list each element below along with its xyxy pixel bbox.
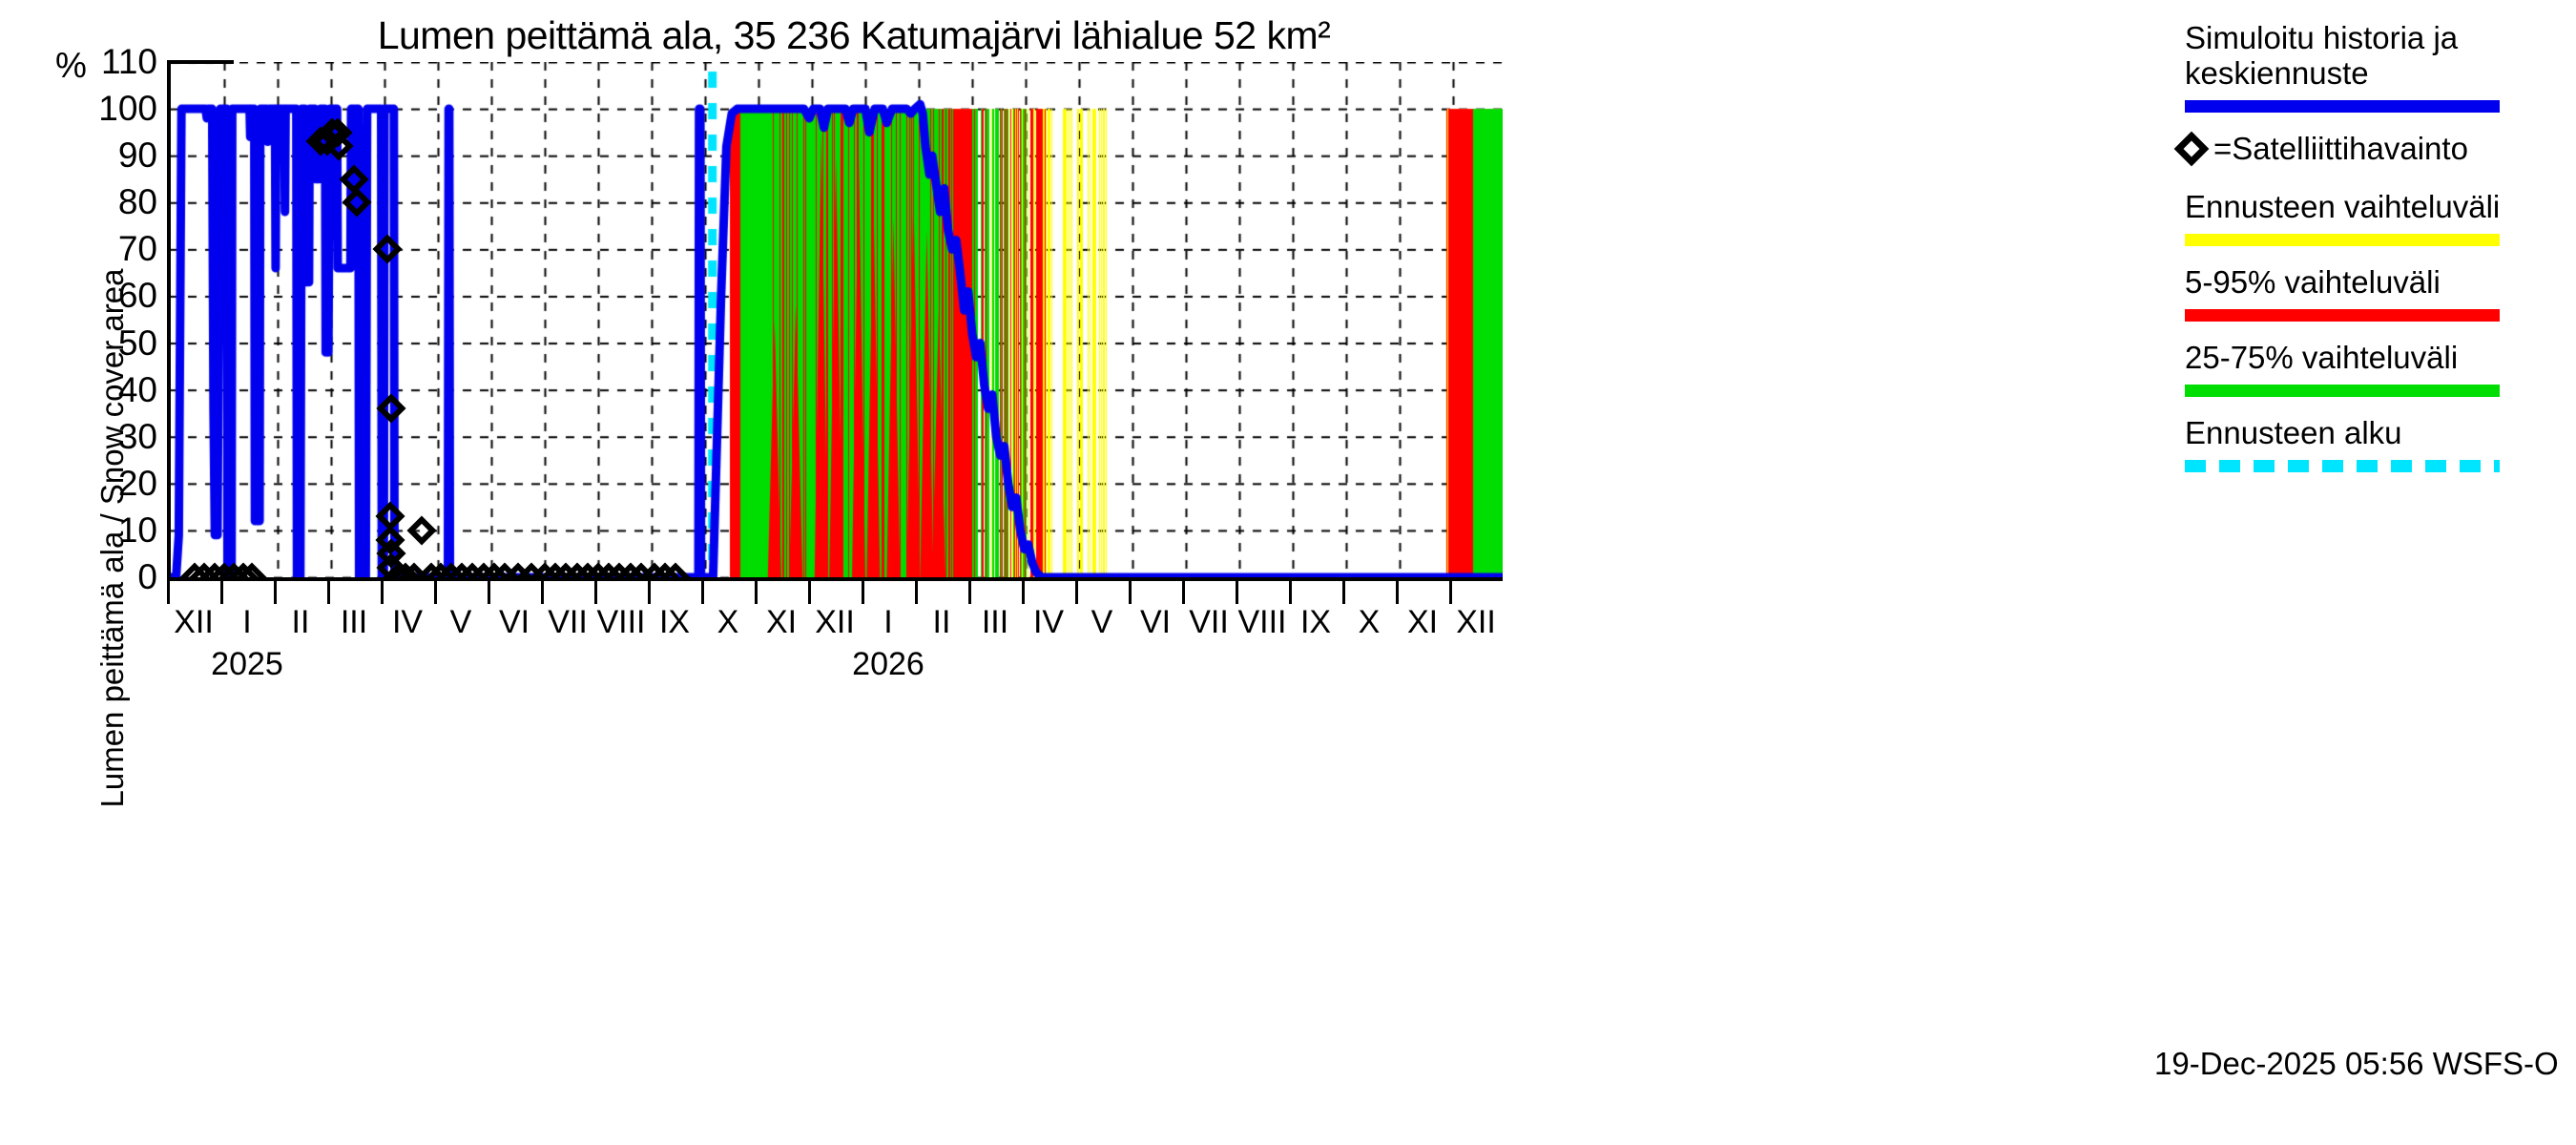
legend-p25-75-label: 25-75% vaihteluväli <box>2185 339 2459 375</box>
x-tick-label: IX <box>1299 604 1332 640</box>
legend-item-forecast-start: Ennusteen alku <box>2185 414 2566 472</box>
x-tick-label: X <box>1358 604 1381 640</box>
x-tick-label: I <box>242 604 252 640</box>
x-tick-label: XII <box>1456 604 1496 640</box>
x-tick-label: IV <box>391 604 424 640</box>
x-tick-mark <box>1182 577 1185 604</box>
legend-mean-swatch <box>2185 99 2500 113</box>
x-tick-mark <box>1075 577 1078 604</box>
legend-item-satellite: =Satelliittihavainto <box>2173 130 2566 167</box>
x-tick-label: II <box>932 604 951 640</box>
legend-range-swatch <box>2185 233 2500 246</box>
x-axis-year-label: 2025 <box>211 646 283 682</box>
x-tick-mark <box>167 577 170 604</box>
x-tick-mark <box>862 577 864 604</box>
legend-mean-label-line1: Simuloitu historia ja <box>2185 20 2459 55</box>
y-tick-label: 100 <box>98 89 157 129</box>
y-tick-label: 10 <box>117 510 157 550</box>
y-tick-label: 30 <box>117 416 157 456</box>
x-tick-label: X <box>717 604 739 640</box>
legend-p5-95-swatch <box>2185 308 2500 322</box>
x-tick-label: VIII <box>1237 604 1287 640</box>
x-tick-label: VII <box>548 604 588 640</box>
x-tick-label: XII <box>815 604 855 640</box>
x-tick-label: XI <box>765 604 798 640</box>
legend-range-label: Ennusteen vaihteluväli <box>2185 188 2501 224</box>
y-tick-label: 70 <box>117 229 157 269</box>
x-tick-mark <box>381 577 384 604</box>
y-tick-label: 110 <box>101 42 157 81</box>
x-tick-mark <box>1449 577 1452 604</box>
legend-item-range: Ennusteen vaihteluväli <box>2185 188 2566 246</box>
legend-p25-75-swatch <box>2185 384 2500 397</box>
x-tick-label: VI <box>1139 604 1172 640</box>
footer-timestamp: 19-Dec-2025 05:56 WSFS-O <box>2154 1046 2559 1081</box>
y-tick-label: 40 <box>117 369 157 409</box>
x-tick-mark <box>968 577 971 604</box>
x-tick-mark <box>541 577 544 604</box>
legend-item-p5-95: 5-95% vaihteluväli <box>2185 263 2566 322</box>
y-axis-ticks: 0 10 20 30 40 50 60 70 80 90 100 110 <box>19 42 157 596</box>
x-axis-year-label: 2026 <box>852 646 924 682</box>
legend: Simuloitu historia ja keskiennuste =Sate… <box>2173 20 2566 472</box>
x-tick-label: V <box>449 604 472 640</box>
x-tick-label: XII <box>174 604 214 640</box>
x-tick-mark <box>1022 577 1025 604</box>
legend-spacer-1 <box>2185 167 2566 190</box>
y-tick-label: 0 <box>137 557 157 596</box>
x-tick-mark <box>434 577 437 604</box>
x-tick-mark <box>648 577 651 604</box>
diamond-icon <box>2173 131 2210 167</box>
legend-mean-label-line2: keskiennuste <box>2185 54 2369 91</box>
y-tick-label: 20 <box>117 463 157 503</box>
x-tick-label: V <box>1091 604 1113 640</box>
x-tick-label: III <box>981 604 1009 640</box>
x-tick-label: VII <box>1189 604 1229 640</box>
x-tick-mark <box>1342 577 1345 604</box>
x-tick-mark <box>220 577 223 604</box>
legend-item-mean: Simuloitu historia ja keskiennuste <box>2185 20 2566 113</box>
x-tick-mark <box>1289 577 1292 604</box>
x-tick-label: III <box>340 604 368 640</box>
y-tick-label: 50 <box>117 323 157 363</box>
y-tick-label: 60 <box>117 276 157 316</box>
x-tick-label: II <box>291 604 310 640</box>
y-tick-label: 90 <box>117 135 157 176</box>
x-tick-mark <box>1396 577 1399 604</box>
legend-item-p25-75: 25-75% vaihteluväli <box>2185 339 2566 397</box>
x-tick-mark <box>488 577 490 604</box>
x-tick-mark <box>1129 577 1132 604</box>
x-tick-label: IX <box>658 604 691 640</box>
x-tick-mark <box>915 577 918 604</box>
legend-satellite-label: =Satelliittihavainto <box>2213 130 2468 166</box>
x-tick-mark <box>594 577 597 604</box>
x-tick-mark <box>327 577 330 604</box>
x-axis-ticks: XII I II III IV V VI VII VIII IX X XI XII I II III IV V VI… <box>167 577 1503 682</box>
x-axis-line <box>167 577 1503 581</box>
y-axis-unit: % <box>55 46 87 85</box>
legend-forecast-start-label: Ennusteen alku <box>2185 414 2402 450</box>
x-tick-mark <box>701 577 704 604</box>
x-tick-mark <box>1236 577 1238 604</box>
x-tick-label: VIII <box>596 604 646 640</box>
legend-forecast-start-swatch <box>2185 459 2500 472</box>
legend-p5-95-label: 5-95% vaihteluväli <box>2185 263 2441 300</box>
x-tick-label: XI <box>1406 604 1439 640</box>
x-tick-label: IV <box>1032 604 1065 640</box>
x-tick-label: VI <box>498 604 530 640</box>
chart-canvas <box>171 62 1503 577</box>
y-tick-label: 80 <box>117 182 157 222</box>
x-tick-label: I <box>883 604 893 640</box>
page-title: Lumen peittämä ala, 35 236 Katumajärvi l… <box>377 13 1331 57</box>
plot-area <box>167 62 1503 577</box>
x-tick-mark <box>755 577 758 604</box>
x-tick-mark <box>808 577 811 604</box>
x-tick-mark <box>274 577 277 604</box>
